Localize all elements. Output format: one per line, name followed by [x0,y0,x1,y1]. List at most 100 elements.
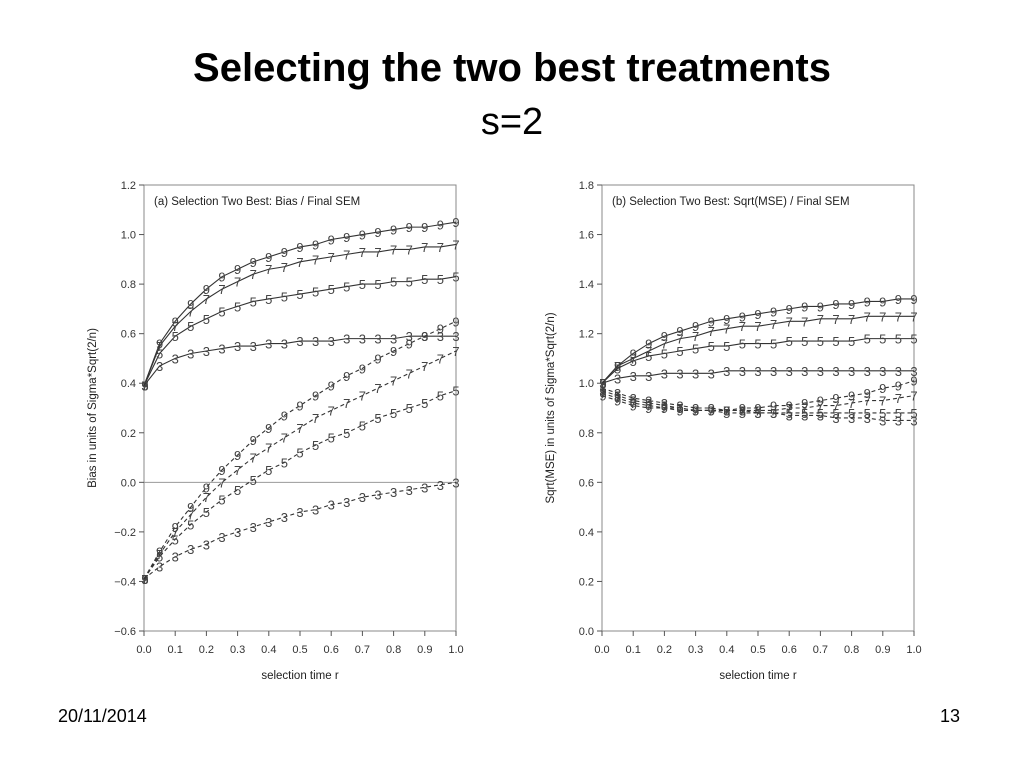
x-tick-label: 0.0 [594,644,609,656]
data-point-marker: 9 [172,520,179,535]
data-point-marker: 3 [421,480,428,495]
data-point-marker: 9 [203,282,210,297]
data-point-marker: 7 [848,312,855,327]
data-point-marker: 3 [359,490,366,505]
data-point-marker: 3 [296,334,303,349]
series-solid-3: 3 3 3 3 3 3 3 3 3 3 3 3 3 3 3 3 3 3 3 33 [141,329,459,394]
data-point-marker: 3 [630,369,637,384]
data-point-marker: 5 [832,334,839,349]
data-point-marker: 5 [879,332,886,347]
data-point-marker: 3 [661,396,668,411]
data-point-marker: 7 [661,401,668,416]
series-line [601,390,914,414]
data-point-marker: 3 [406,329,413,344]
y-axis-label: Bias in units of Sigma*Sqrt(2/n) [87,328,99,488]
data-point-marker: 3 [614,371,621,386]
data-point-marker: 3 [141,379,148,394]
data-point-marker: 3 [359,332,366,347]
data-point-marker: 7 [801,314,808,329]
data-point-marker: 9 [374,225,381,240]
data-point-marker: 9 [614,394,621,409]
data-point-marker: 9 [848,389,855,404]
data-point-marker: 3 [172,351,179,366]
data-point-marker: 7 [630,396,637,411]
data-point-marker: 9 [692,319,699,334]
data-point-marker: 7 [187,508,194,523]
data-point-marker: 9 [406,337,413,352]
data-point-marker: 9 [864,386,871,401]
data-point-marker: 5 [645,396,652,411]
data-point-marker: 3 [676,399,683,414]
data-point-marker: 9 [832,391,839,406]
data-point-marker: 5 [848,406,855,421]
data-point-marker: 3 [910,413,917,428]
data-point-marker: 5 [312,285,319,300]
series-line [143,350,457,580]
series-line [143,335,456,387]
data-point-marker: 9 [817,394,824,409]
data-point-marker: 7 [328,403,335,418]
data-point-marker: 5 [328,431,335,446]
series-solid-3: 3 3 3 3 3 3 3 3 3 3 3 3 3 3 3 3 3 3 3 33 [599,364,917,391]
data-point-marker: 5 [390,406,397,421]
data-point-marker: 3 [832,411,839,426]
x-axis-label: selection time r [261,670,339,682]
y-tick-label: 1.2 [121,180,136,192]
series-line [143,320,457,580]
data-point-marker: 5 [359,418,366,433]
data-point-marker: 5 [156,346,163,361]
data-point-marker: 5 [406,275,413,290]
data-point-marker: 9 [172,314,179,329]
series-line [143,390,457,580]
data-point-marker: 3 [739,403,746,418]
data-point-marker: 5 [739,406,746,421]
y-tick-label: 0.8 [579,428,594,440]
data-point-marker: 5 [172,329,179,344]
y-tick-label: 0.2 [121,428,136,440]
data-point-marker: 5 [832,406,839,421]
data-point-marker: 7 [141,379,148,394]
data-point-marker: 5 [374,411,381,426]
data-point-marker: 5 [786,406,793,421]
series-line [143,221,457,386]
x-tick-label: 0.2 [199,644,214,656]
y-tick-label: 0.6 [579,477,594,489]
data-point-marker: 9 [312,237,319,252]
data-point-marker: 3 [879,364,886,379]
data-point-marker: 3 [723,403,730,418]
y-tick-label: 0.2 [579,576,594,588]
panel-title: (b) Selection Two Best: Sqrt(MSE) / Fina… [612,196,850,208]
data-point-marker: 7 [203,490,210,505]
x-tick-label: 1.0 [906,644,921,656]
data-point-marker: 3 [218,530,225,545]
data-point-marker: 5 [156,550,163,565]
data-point-marker: 3 [770,406,777,421]
data-point-marker: 9 [708,403,715,418]
x-tick-label: 0.6 [782,644,797,656]
data-point-marker: 9 [343,230,350,245]
data-point-marker: 5 [218,493,225,508]
data-point-marker: 9 [708,314,715,329]
data-point-marker: 3 [786,408,793,423]
data-point-marker: 5 [864,332,871,347]
data-point-marker: 3 [328,334,335,349]
data-point-marker: 5 [599,376,606,391]
data-point-marker: 9 [312,389,319,404]
data-point-marker: 5 [879,406,886,421]
x-tick-label: 0.3 [688,644,703,656]
series-line [601,392,915,412]
data-point-marker: 3 [156,359,163,374]
data-point-marker: 5 [661,346,668,361]
data-point-marker: 9 [910,292,917,307]
data-point-marker: 5 [614,361,621,376]
data-point-marker: 5 [895,406,902,421]
data-point-marker: 3 [770,364,777,379]
data-point-marker: 5 [723,339,730,354]
x-tick-label: 0.7 [813,644,828,656]
x-tick-label: 1.0 [448,644,463,656]
data-point-marker: 3 [203,344,210,359]
data-point-marker: 3 [250,339,257,354]
